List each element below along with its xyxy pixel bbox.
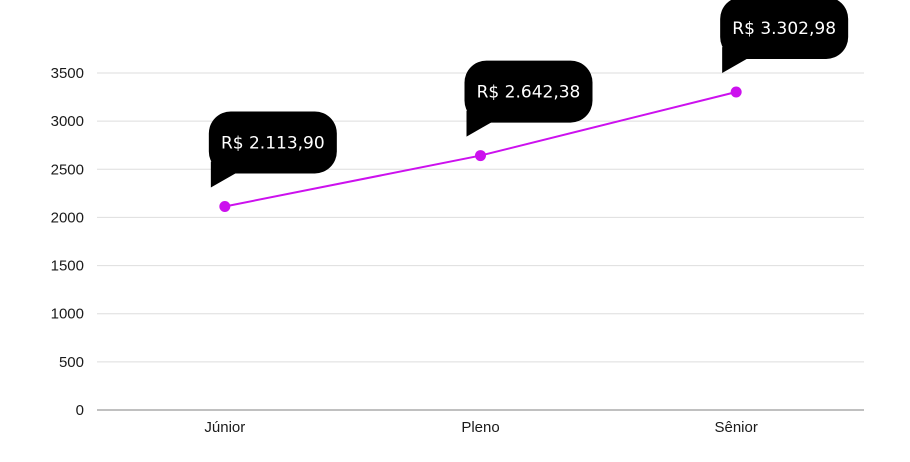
bubble-tail xyxy=(466,110,495,137)
y-tick-label: 2000 xyxy=(51,209,84,226)
bubble-tail xyxy=(210,161,239,188)
y-tick-label: 1500 xyxy=(51,258,84,275)
data-label-bubble: R$ 2.642,38 xyxy=(464,60,593,137)
data-point xyxy=(219,200,231,212)
bubble-box xyxy=(208,111,337,174)
x-axis: Júnior Pleno Sênior xyxy=(97,409,864,436)
bubble-box xyxy=(464,60,593,123)
bubble-box xyxy=(720,0,849,59)
y-tick-label: 3000 xyxy=(51,113,84,130)
y-axis: 0 500 1000 1500 2000 2500 3000 3500 xyxy=(51,65,84,419)
x-tick-label: Sênior xyxy=(714,419,757,436)
y-tick-label: 2500 xyxy=(51,161,84,178)
data-point xyxy=(730,86,742,98)
series-line xyxy=(219,86,742,212)
data-labels: R$ 2.113,90 R$ 2.642,38 R$ 3.302,98 xyxy=(208,0,849,188)
x-tick-label: Júnior xyxy=(204,419,245,436)
data-label-text: R$ 3.302,98 xyxy=(732,19,836,39)
y-tick-label: 500 xyxy=(59,354,84,371)
data-label-text: R$ 2.113,90 xyxy=(221,133,325,153)
y-tick-label: 1000 xyxy=(51,306,84,323)
x-tick-label: Pleno xyxy=(461,419,499,436)
bubble-tail xyxy=(722,46,751,73)
data-label-text: R$ 2.642,38 xyxy=(477,83,581,103)
data-label-bubble: R$ 2.113,90 xyxy=(208,111,337,188)
y-tick-label: 3500 xyxy=(51,65,84,82)
data-point xyxy=(475,150,486,162)
y-tick-label: 0 xyxy=(76,402,84,419)
data-label-bubble: R$ 3.302,98 xyxy=(720,0,849,73)
